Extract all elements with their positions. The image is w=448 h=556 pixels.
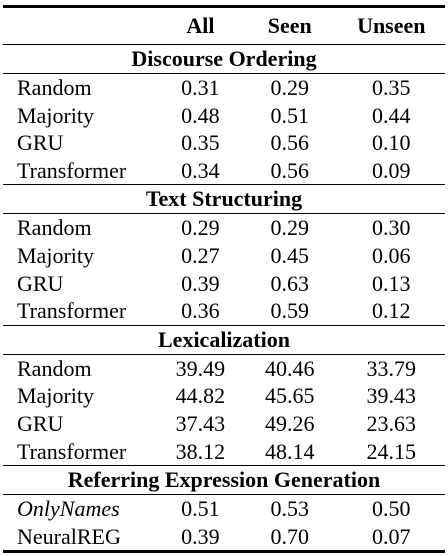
cell-all: 38.12	[175, 438, 226, 464]
table-row: Random 39.49 40.46 33.79	[3, 354, 445, 382]
cell-unseen: 0.13	[372, 270, 411, 296]
cell-all: 0.31	[181, 75, 220, 100]
cell-all: 44.82	[175, 383, 226, 409]
cell-unseen: 0.35	[372, 75, 411, 100]
cell-seen: 0.29	[270, 215, 309, 241]
row-name: GRU	[17, 130, 64, 156]
results-table: All Seen Unseen Discourse Ordering Rando…	[3, 5, 445, 553]
section-title-row: Discourse Ordering	[3, 44, 445, 74]
cell-seen: 48.14	[264, 438, 315, 464]
cell-unseen: 0.10	[372, 130, 411, 156]
cell-seen: 0.56	[270, 157, 309, 183]
row-name: Transformer	[17, 157, 127, 183]
table-row: Transformer 38.12 48.14 24.15	[3, 438, 445, 466]
section-title: Lexicalization	[158, 326, 290, 352]
table-row: Random 0.31 0.29 0.35	[3, 73, 445, 102]
table-row: Transformer 0.34 0.56 0.09	[3, 157, 445, 185]
table-row: Random 0.29 0.29 0.30	[3, 213, 445, 242]
row-name: Majority	[17, 102, 94, 128]
cell-seen: 0.45	[270, 242, 309, 268]
row-name: Transformer	[17, 298, 127, 324]
row-name: OnlyNames	[17, 496, 120, 522]
cell-unseen: 0.07	[372, 523, 411, 549]
cell-unseen: 24.15	[366, 438, 417, 464]
row-name: GRU	[17, 270, 64, 296]
header-seen: Seen	[267, 13, 312, 38]
header-all: All	[186, 13, 215, 38]
cell-unseen: 0.50	[372, 496, 411, 522]
table-row: GRU 0.39 0.63 0.13	[3, 270, 445, 298]
section-title: Discourse Ordering	[131, 46, 317, 71]
cell-seen: 49.26	[264, 410, 315, 436]
section-title-row: Text Structuring	[3, 184, 445, 214]
row-name: Random	[17, 355, 92, 381]
table-row: GRU 0.35 0.56 0.10	[3, 129, 445, 157]
cell-seen: 0.51	[270, 102, 309, 128]
table-row: Majority 44.82 45.65 39.43	[3, 382, 445, 410]
cell-unseen: 0.06	[372, 242, 411, 268]
cell-all: 0.27	[181, 242, 220, 268]
cell-all: 0.51	[181, 496, 220, 522]
cell-all: 0.35	[181, 130, 220, 156]
row-name: Random	[17, 215, 92, 241]
table-row: NeuralREG 0.39 0.70 0.07	[3, 523, 445, 552]
cell-seen: 0.29	[270, 75, 309, 100]
table-row: GRU 37.43 49.26 23.63	[3, 410, 445, 438]
cell-all: 0.39	[181, 270, 220, 296]
row-name: Majority	[17, 383, 94, 409]
cell-unseen: 0.12	[372, 298, 411, 324]
row-name: Majority	[17, 242, 94, 268]
table-row: Majority 0.48 0.51 0.44	[3, 102, 445, 130]
row-name: GRU	[17, 410, 64, 436]
cell-seen: 40.46	[264, 355, 315, 381]
table-row: OnlyNames 0.51 0.53 0.50	[3, 494, 445, 523]
row-name: Random	[17, 75, 92, 100]
cell-unseen: 0.44	[372, 102, 411, 128]
cell-seen: 0.56	[270, 130, 309, 156]
header-unseen: Unseen	[357, 13, 426, 38]
table-header-row: All Seen Unseen	[3, 6, 445, 45]
table-row: Transformer 0.36 0.59 0.12	[3, 297, 445, 325]
cell-unseen: 23.63	[366, 410, 417, 436]
cell-all: 0.39	[181, 523, 220, 549]
cell-all: 0.48	[181, 102, 220, 128]
cell-unseen: 39.43	[366, 383, 417, 409]
cell-all: 39.49	[175, 355, 226, 381]
cell-all: 37.43	[175, 410, 226, 436]
cell-seen: 45.65	[264, 383, 315, 409]
cell-unseen: 0.30	[372, 215, 411, 241]
section-title: Text Structuring	[145, 186, 303, 212]
cell-all: 0.34	[181, 157, 220, 183]
cell-all: 0.36	[181, 298, 220, 324]
header-blank	[3, 7, 159, 45]
section-title-row: Lexicalization	[3, 325, 445, 354]
cell-seen: 0.59	[270, 298, 309, 324]
section-title: Referring Expression Generation	[67, 467, 381, 493]
cell-seen: 0.63	[270, 270, 309, 296]
cell-unseen: 33.79	[366, 355, 417, 381]
row-name: Transformer	[17, 438, 127, 464]
cell-unseen: 0.09	[372, 157, 411, 183]
cell-seen: 0.53	[270, 496, 309, 522]
cell-seen: 0.70	[270, 523, 309, 549]
row-name: NeuralREG	[17, 523, 121, 549]
section-title-row: Referring Expression Generation	[3, 465, 445, 495]
cell-all: 0.29	[181, 215, 220, 241]
table-row: Majority 0.27 0.45 0.06	[3, 242, 445, 270]
